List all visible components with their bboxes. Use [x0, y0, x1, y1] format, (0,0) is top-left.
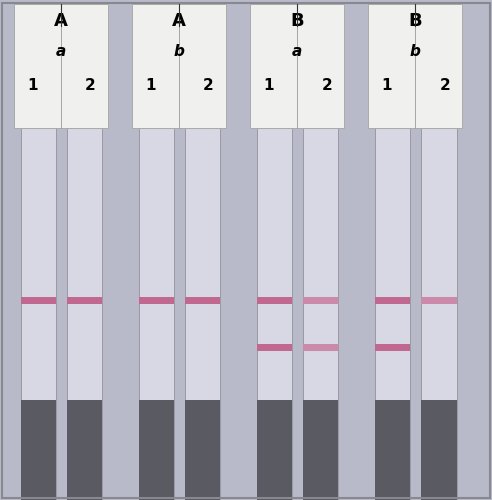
- Bar: [303, 400, 338, 500]
- Bar: [375, 344, 410, 351]
- Bar: [368, 4, 462, 128]
- Bar: [14, 4, 108, 128]
- Text: b: b: [174, 44, 184, 59]
- Bar: [421, 400, 457, 500]
- Bar: [185, 400, 220, 500]
- Bar: [257, 297, 292, 304]
- Bar: [250, 4, 344, 128]
- Bar: [67, 297, 102, 304]
- Text: a: a: [56, 44, 66, 59]
- Bar: [139, 128, 174, 500]
- Text: 1: 1: [27, 78, 38, 92]
- Bar: [67, 400, 102, 500]
- Bar: [303, 344, 338, 351]
- Bar: [257, 400, 292, 500]
- Bar: [303, 297, 338, 304]
- Text: A: A: [54, 12, 68, 30]
- Text: b: b: [410, 44, 421, 59]
- Text: 1: 1: [381, 78, 392, 92]
- Text: 2: 2: [85, 78, 96, 92]
- Bar: [421, 128, 457, 500]
- Bar: [67, 128, 102, 500]
- Text: B: B: [290, 12, 304, 30]
- Bar: [132, 4, 226, 128]
- Bar: [257, 128, 292, 500]
- Text: 1: 1: [263, 78, 274, 92]
- Bar: [21, 128, 56, 500]
- Text: a: a: [292, 44, 302, 59]
- Bar: [375, 400, 410, 500]
- Bar: [21, 400, 56, 500]
- Bar: [185, 297, 220, 304]
- Bar: [139, 400, 174, 500]
- Bar: [375, 128, 410, 500]
- Bar: [257, 344, 292, 351]
- Text: A: A: [172, 12, 186, 30]
- Text: B: B: [408, 12, 422, 30]
- Bar: [185, 128, 220, 500]
- Bar: [21, 297, 56, 304]
- Bar: [139, 297, 174, 304]
- Bar: [303, 128, 338, 500]
- Bar: [421, 297, 457, 304]
- Text: 2: 2: [203, 78, 214, 92]
- Text: 1: 1: [145, 78, 156, 92]
- Bar: [375, 297, 410, 304]
- Text: 2: 2: [321, 78, 332, 92]
- Text: 2: 2: [439, 78, 450, 92]
